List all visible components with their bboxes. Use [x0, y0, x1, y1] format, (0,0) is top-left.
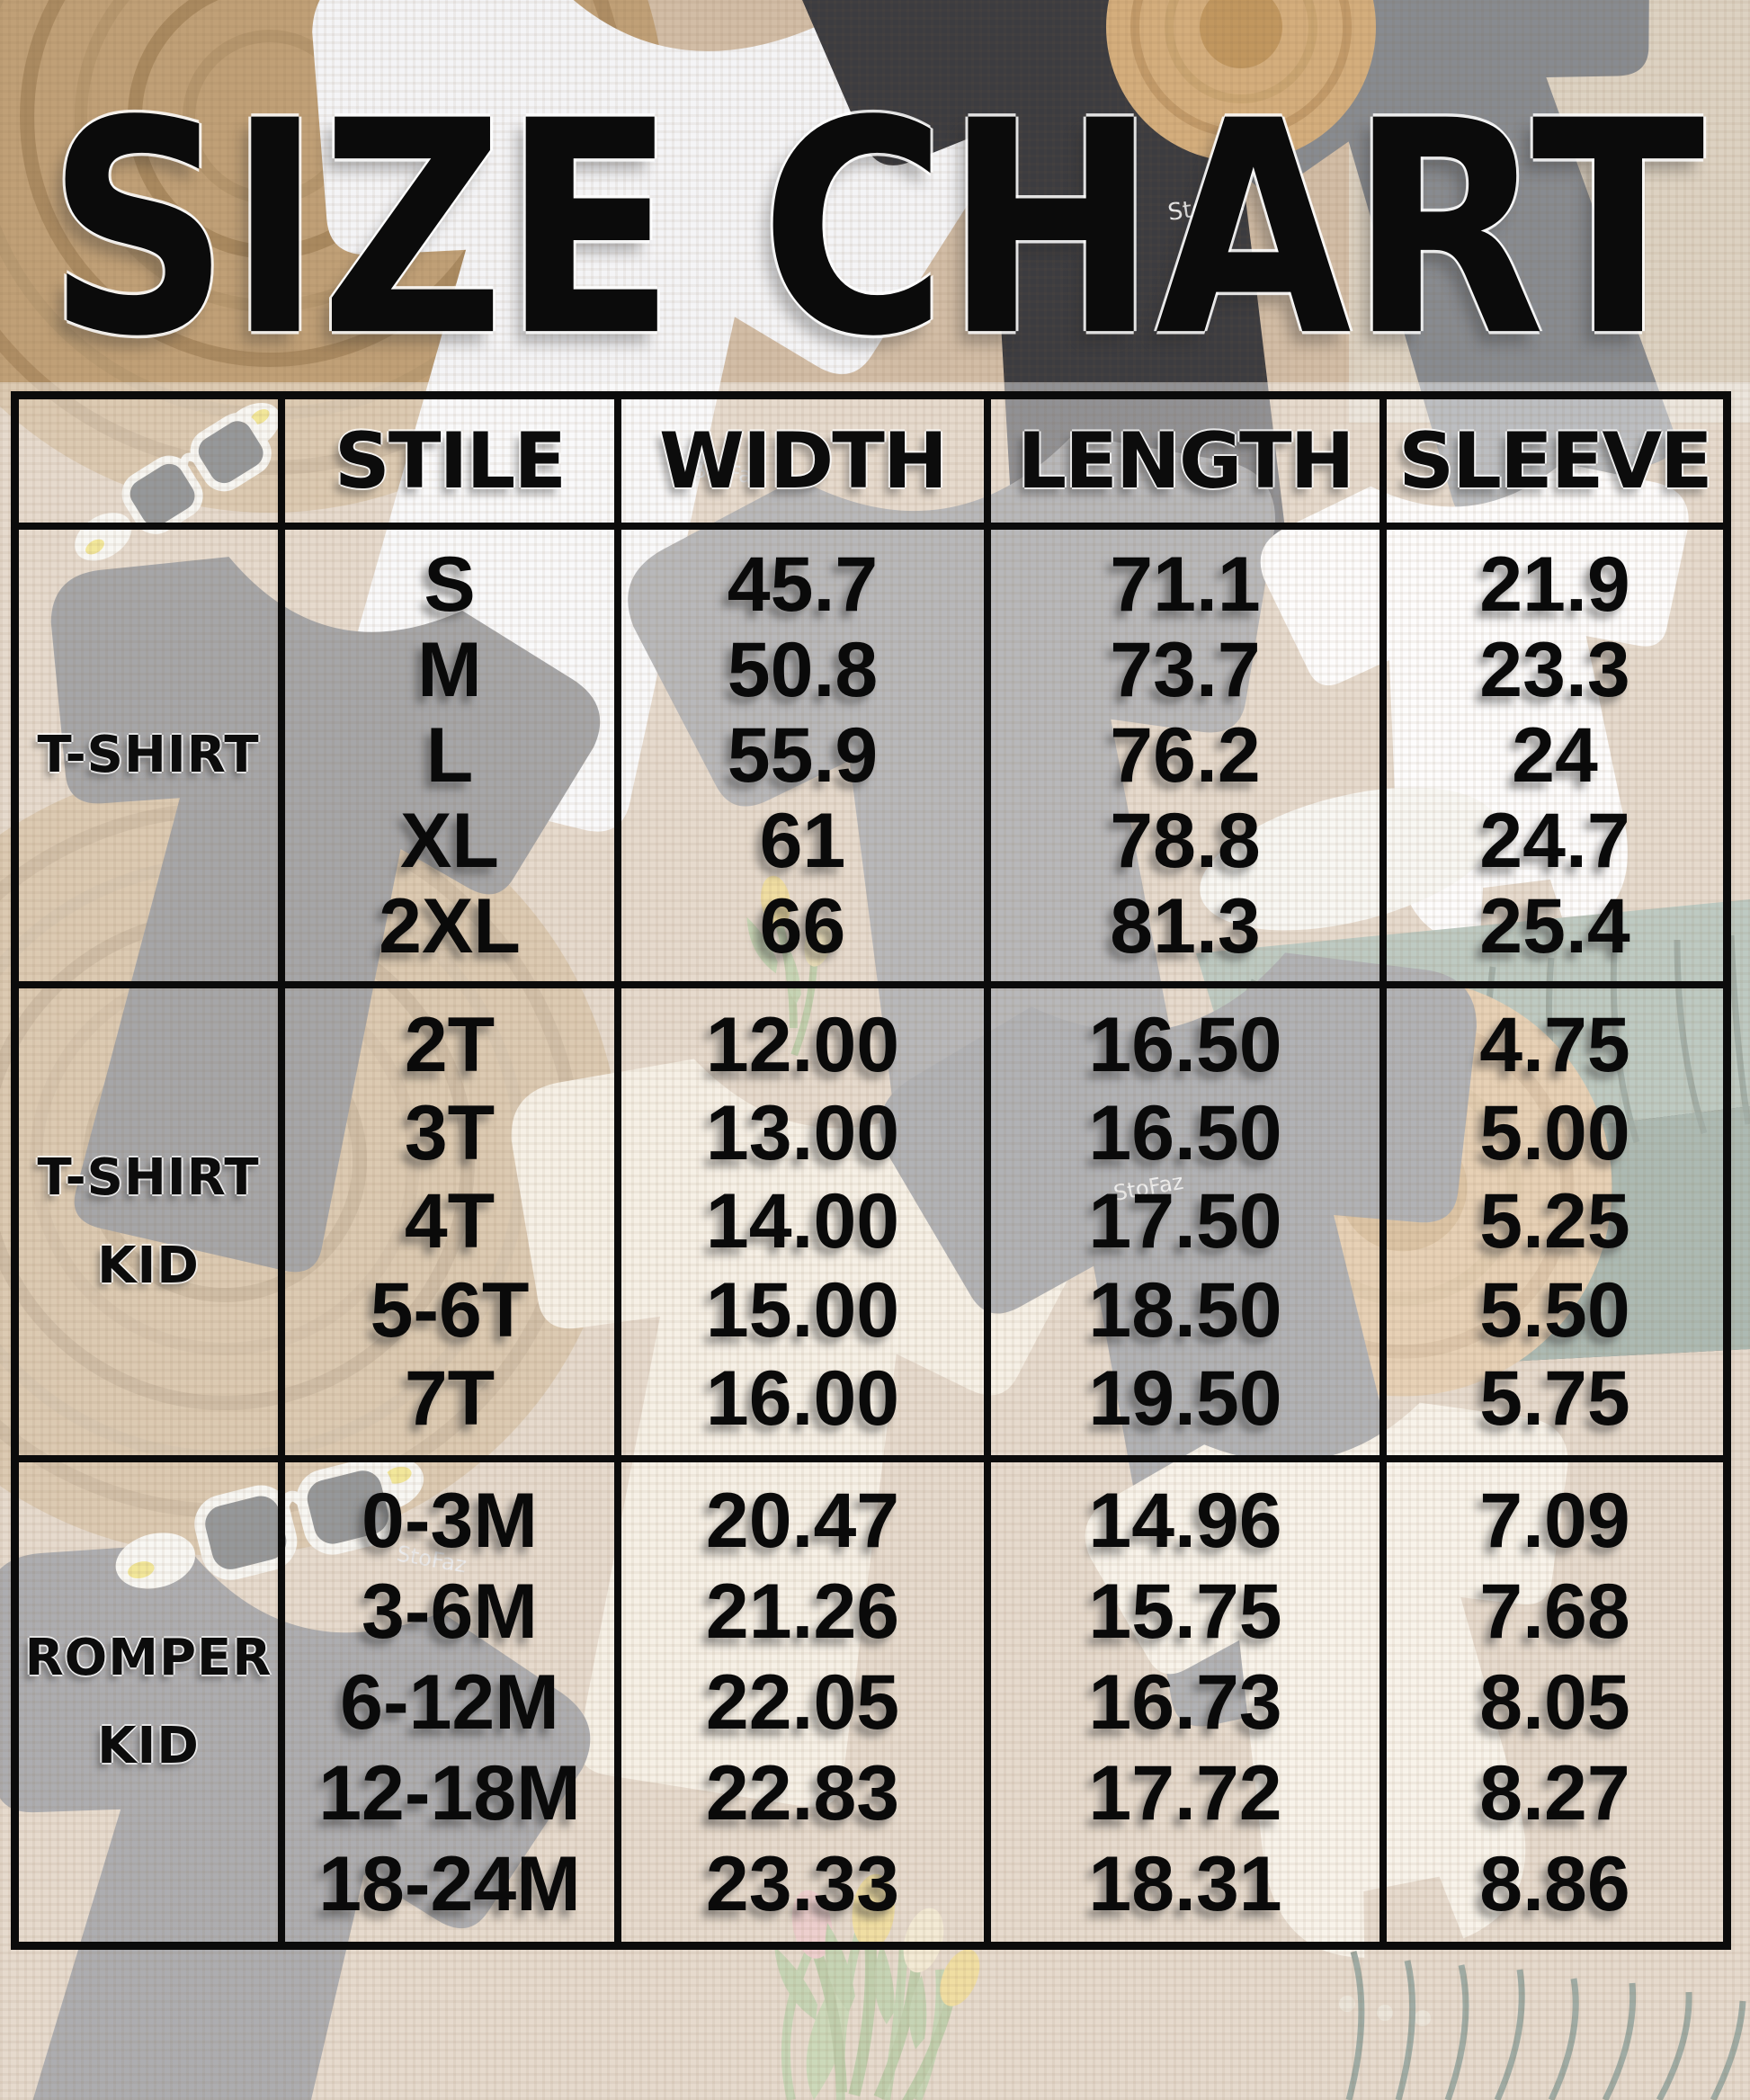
- column-width-tshirt-kid: 12.00 13.00 14.00 15.00 16.00: [621, 988, 991, 1462]
- page-title: SIZE CHART: [47, 58, 1704, 401]
- cell-sleeve: 23.3: [1479, 627, 1630, 714]
- cell-length: 78.8: [1110, 797, 1261, 884]
- category-cell-romper-kid: ROMPER KID: [19, 1462, 285, 1942]
- column-length-romper-kid: 14.96 15.75 16.73 17.72 18.31: [991, 1462, 1387, 1942]
- header-sleeve: SLEEVE: [1387, 399, 1723, 530]
- cell-stile: 4T: [404, 1178, 496, 1265]
- cell-stile: 0-3M: [362, 1477, 538, 1564]
- column-width-tshirt: 45.7 50.8 55.9 61 66: [621, 530, 991, 988]
- cell-sleeve: 5.75: [1479, 1354, 1630, 1442]
- header-stile: STILE: [285, 399, 621, 530]
- cell-width: 55.9: [727, 711, 879, 799]
- cell-width: 66: [759, 882, 846, 970]
- cell-stile: 3-6M: [362, 1568, 538, 1655]
- cell-length: 18.50: [1088, 1266, 1282, 1354]
- scarf-fringe-bottom-photo: [1345, 1951, 1746, 2100]
- cell-width: 12.00: [705, 1002, 900, 1089]
- cell-stile: M: [417, 627, 482, 714]
- cell-length: 76.2: [1110, 711, 1261, 799]
- cell-sleeve: 21.9: [1479, 541, 1630, 629]
- photo-fade-overlay: [0, 382, 1750, 2100]
- cell-stile: 7T: [404, 1354, 496, 1442]
- dark-gray-tshirt-photo: StoFaz: [861, 916, 1610, 1767]
- header-width: WIDTH: [621, 399, 991, 530]
- cell-width: 14.00: [705, 1178, 900, 1265]
- cell-length: 73.7: [1110, 627, 1261, 714]
- cell-length: 81.3: [1110, 882, 1261, 970]
- category-label: KID: [97, 1716, 200, 1775]
- cell-stile: 3T: [404, 1090, 496, 1177]
- header-length: LENGTH: [991, 399, 1387, 530]
- cell-sleeve: 25.4: [1479, 882, 1630, 970]
- cell-stile: 6-12M: [340, 1658, 559, 1746]
- cell-stile: 12-18M: [318, 1749, 581, 1836]
- category-cell-tshirt-kid: T-SHIRT KID: [19, 988, 285, 1462]
- cell-length: 14.96: [1088, 1477, 1282, 1564]
- column-stile-tshirt: S M L XL 2XL: [285, 530, 621, 988]
- category-label: ROMPER: [24, 1628, 272, 1687]
- cell-width: 22.05: [705, 1658, 900, 1746]
- cell-sleeve: 7.68: [1479, 1568, 1630, 1655]
- cell-sleeve: 8.27: [1479, 1749, 1630, 1836]
- column-width-romper-kid: 20.47 21.26 22.05 22.83 23.33: [621, 1462, 991, 1942]
- category-label: T-SHIRT: [37, 726, 260, 784]
- column-sleeve-tshirt-kid: 4.75 5.00 5.25 5.50 5.75: [1387, 988, 1723, 1462]
- cell-stile: 18-24M: [318, 1840, 581, 1927]
- column-sleeve-romper-kid: 7.09 7.68 8.05 8.27 8.86: [1387, 1462, 1723, 1942]
- cell-length: 16.73: [1088, 1658, 1282, 1746]
- column-stile-tshirt-kid: 2T 3T 4T 5-6T 7T: [285, 988, 621, 1462]
- cell-width: 45.7: [727, 541, 879, 629]
- cell-sleeve: 5.25: [1479, 1178, 1630, 1265]
- cell-stile: 2XL: [379, 882, 521, 970]
- cell-length: 15.75: [1088, 1568, 1282, 1655]
- column-stile-romper-kid: 0-3M 3-6M 6-12M 12-18M 18-24M: [285, 1462, 621, 1942]
- category-cell-tshirt: T-SHIRT: [19, 530, 285, 988]
- cell-width: 15.00: [705, 1266, 900, 1354]
- cell-stile: XL: [400, 797, 499, 884]
- cell-length: 18.31: [1088, 1840, 1282, 1927]
- header-empty-cell: [19, 399, 285, 530]
- cell-width: 22.83: [705, 1749, 900, 1836]
- cell-stile: 5-6T: [370, 1266, 530, 1354]
- cell-sleeve: 5.00: [1479, 1090, 1630, 1177]
- white-fabric-photo: [1200, 787, 1498, 931]
- cell-length: 17.50: [1088, 1178, 1282, 1265]
- cell-width: 61: [759, 797, 846, 884]
- cell-sleeve: 5.50: [1479, 1266, 1630, 1354]
- cell-width: 23.33: [705, 1840, 900, 1927]
- cell-sleeve: 24: [1512, 711, 1598, 799]
- cell-length: 16.50: [1088, 1002, 1282, 1089]
- cell-length: 16.50: [1088, 1090, 1282, 1177]
- column-sleeve-tshirt: 21.9 23.3 24 24.7 25.4: [1387, 530, 1723, 988]
- cell-width: 13.00: [705, 1090, 900, 1177]
- cell-length: 71.1: [1110, 541, 1261, 629]
- size-chart-table: STILE WIDTH LENGTH SLEEVE T-SHIRT S M L XL 2…: [11, 391, 1731, 1950]
- cell-width: 21.26: [705, 1568, 900, 1655]
- cell-sleeve: 24.7: [1479, 797, 1630, 884]
- category-label: T-SHIRT: [37, 1148, 260, 1207]
- cell-stile: 2T: [404, 1002, 496, 1089]
- cell-width: 50.8: [727, 627, 879, 714]
- cell-stile: L: [425, 711, 474, 799]
- cell-stile: S: [424, 541, 476, 629]
- cell-width: 20.47: [705, 1477, 900, 1564]
- column-length-tshirt-kid: 16.50 16.50 17.50 18.50 19.50: [991, 988, 1387, 1462]
- cell-length: 17.72: [1088, 1749, 1282, 1836]
- cell-width: 16.00: [705, 1354, 900, 1442]
- tulip-bouquet-photo: [765, 1870, 987, 2100]
- cell-sleeve: 8.05: [1479, 1658, 1630, 1746]
- cell-sleeve: 7.09: [1479, 1477, 1630, 1564]
- cell-sleeve: 8.86: [1479, 1840, 1630, 1927]
- category-label: KID: [97, 1236, 200, 1295]
- column-length-tshirt: 71.1 73.7 76.2 78.8 81.3: [991, 530, 1387, 988]
- cream-romper-photo: [1071, 1376, 1655, 2026]
- cell-length: 19.50: [1088, 1354, 1282, 1442]
- cell-sleeve: 4.75: [1479, 1002, 1630, 1089]
